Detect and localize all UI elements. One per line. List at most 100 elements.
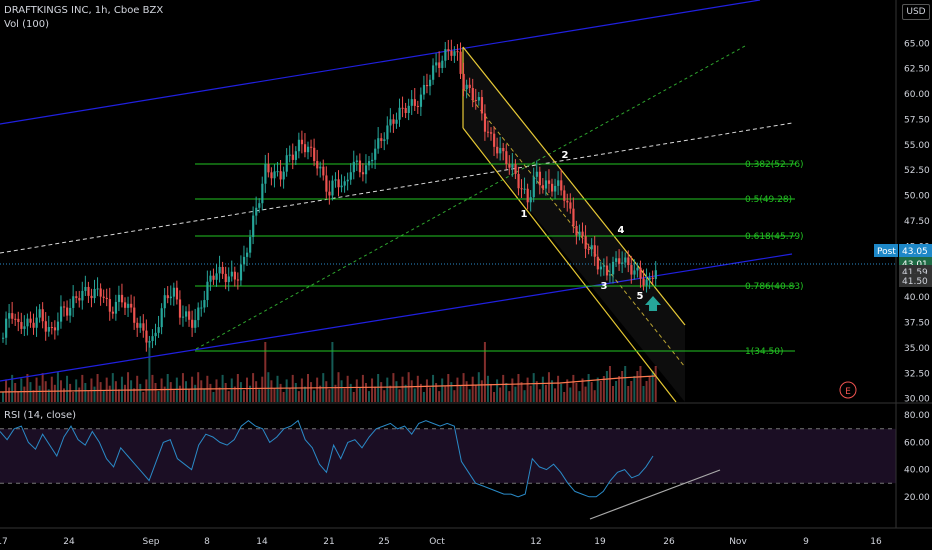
candle-body bbox=[453, 51, 456, 56]
volume-bar bbox=[154, 383, 157, 402]
candle-body bbox=[471, 88, 474, 101]
candle-body bbox=[349, 172, 352, 180]
volume-bar bbox=[50, 376, 53, 402]
candle-body bbox=[87, 286, 90, 296]
time-tick-label: 17 bbox=[0, 537, 8, 547]
candle-body bbox=[581, 231, 584, 237]
channel-upper-line bbox=[0, 0, 761, 125]
candle-body bbox=[364, 165, 368, 175]
volume-bar bbox=[544, 384, 547, 402]
candle-body bbox=[252, 215, 255, 237]
volume-bar bbox=[81, 374, 84, 402]
chart-header: DRAFTKINGS INC, 1h, Cboe BZX Vol (100) bbox=[4, 4, 163, 32]
currency-button[interactable]: USD bbox=[902, 4, 930, 20]
candle-body bbox=[544, 180, 548, 189]
candle-body bbox=[267, 164, 270, 173]
volume-bar bbox=[514, 386, 517, 402]
candle-body bbox=[575, 225, 578, 236]
candle-body bbox=[407, 105, 410, 113]
volume-bar bbox=[38, 385, 41, 402]
candle-body bbox=[474, 100, 477, 102]
wave-label: 5 bbox=[637, 291, 644, 302]
volume-bar bbox=[605, 371, 608, 402]
volume-bar bbox=[178, 385, 181, 402]
earnings-marker-label: E bbox=[845, 387, 851, 397]
volume-bar bbox=[621, 371, 624, 402]
candle-body bbox=[425, 84, 429, 87]
volume-bar bbox=[517, 374, 520, 402]
volume-bar bbox=[99, 382, 102, 402]
volume-bar bbox=[151, 374, 154, 402]
candle-body bbox=[215, 273, 218, 280]
volume-bar bbox=[438, 391, 441, 402]
volume-bar bbox=[8, 387, 11, 402]
candle-body bbox=[279, 171, 282, 180]
volume-bar bbox=[651, 371, 654, 402]
candle-body bbox=[419, 94, 423, 107]
pitchfork-median bbox=[462, 87, 686, 368]
volume-bar bbox=[511, 378, 514, 402]
candle-body bbox=[227, 276, 230, 283]
volume-bar bbox=[209, 383, 212, 402]
candle-body bbox=[139, 323, 142, 328]
post-price-tag: 43.05 bbox=[902, 247, 928, 257]
candle-body bbox=[133, 307, 136, 323]
candle-body bbox=[535, 171, 538, 177]
volume-bar bbox=[35, 377, 38, 402]
volume-bar bbox=[172, 390, 175, 402]
candle-body bbox=[44, 321, 47, 332]
volume-bar bbox=[340, 380, 343, 402]
candle-body bbox=[508, 164, 511, 168]
post-tag: Post bbox=[877, 247, 896, 257]
candle-body bbox=[608, 274, 612, 276]
candle-body bbox=[334, 179, 337, 181]
candle-body bbox=[53, 327, 57, 331]
volume-bar bbox=[41, 373, 44, 402]
candle-body bbox=[81, 290, 84, 301]
volume-bar bbox=[361, 374, 364, 402]
volume-bar bbox=[224, 383, 227, 402]
candle-body bbox=[47, 327, 50, 332]
volume-bar bbox=[383, 390, 386, 402]
volume-bar bbox=[578, 391, 581, 402]
candle-body bbox=[239, 264, 243, 281]
candle-body bbox=[96, 288, 99, 290]
volume-bar bbox=[563, 392, 566, 402]
volume-bar bbox=[557, 375, 560, 402]
volume-bar bbox=[236, 374, 239, 402]
candle-body bbox=[105, 297, 108, 300]
volume-bar bbox=[599, 381, 602, 402]
volume-bar bbox=[117, 389, 120, 402]
volume-bar bbox=[108, 385, 111, 402]
volume-ma-line bbox=[0, 375, 656, 393]
volume-bar bbox=[166, 374, 169, 402]
candle-body bbox=[468, 84, 471, 89]
candle-body bbox=[502, 147, 505, 152]
volume-bar bbox=[181, 373, 184, 402]
candle-body bbox=[163, 295, 166, 309]
candle-body bbox=[99, 288, 102, 297]
volume-bar bbox=[325, 381, 328, 402]
volume-bar bbox=[239, 382, 242, 402]
volume-bar bbox=[66, 375, 69, 402]
candle-body bbox=[258, 203, 261, 208]
volume-bar bbox=[496, 379, 499, 402]
candle-body bbox=[297, 139, 301, 152]
candle-body bbox=[127, 303, 130, 308]
candle-body bbox=[383, 139, 386, 141]
fib-level-label: 0.5(49.28) bbox=[745, 195, 792, 205]
price-tick-label: 55.00 bbox=[904, 141, 930, 151]
price-tick-label: 30.00 bbox=[904, 395, 930, 405]
volume-bar bbox=[5, 379, 8, 402]
candle-body bbox=[63, 306, 66, 308]
volume-bar bbox=[69, 383, 72, 402]
candle-body bbox=[612, 261, 615, 275]
candle-body bbox=[392, 119, 395, 124]
volume-bar bbox=[551, 380, 553, 402]
volume-bar bbox=[139, 383, 142, 402]
volume-bar bbox=[285, 379, 288, 402]
volume-bar bbox=[456, 377, 459, 402]
price-tick-label: 65.00 bbox=[904, 39, 930, 49]
volume-bar bbox=[636, 371, 639, 402]
